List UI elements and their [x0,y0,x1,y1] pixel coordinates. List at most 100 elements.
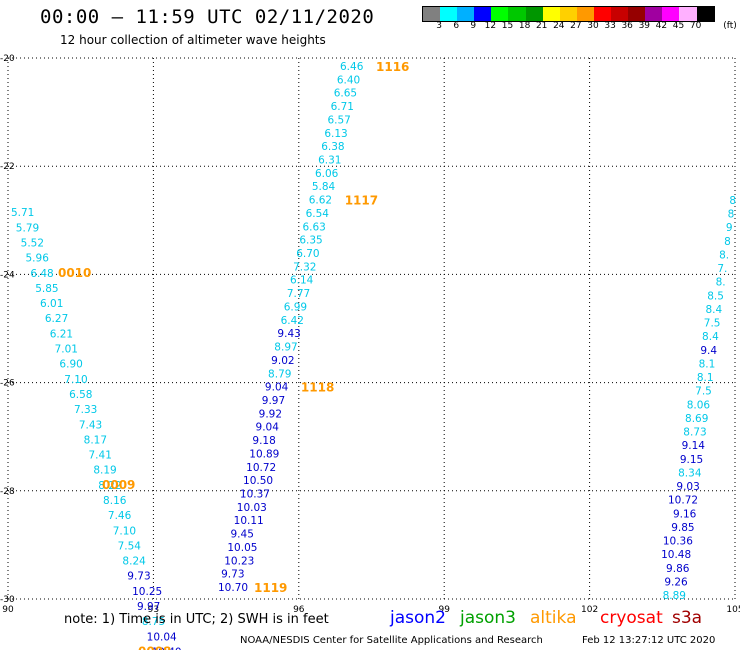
timestamp-text: Feb 12 13:27:12 UTC 2020 [582,635,716,646]
wave-height-label: 7.43 [79,419,102,431]
wave-height-label: 9.18 [252,435,275,447]
time-label: 0010 [58,266,91,280]
legend-swatch [457,7,475,21]
credit-text: NOAA/NESDIS Center for Satellite Applica… [240,635,543,646]
wave-height-label: 9.04 [256,422,280,434]
wave-height-label: 9.15 [680,454,703,466]
mission-s3a: s3a [672,608,703,628]
wave-height-label: 6.27 [45,313,68,325]
color-legend [422,6,715,22]
wave-height-label: 6.58 [69,389,92,401]
wave-height-label: 6.71 [331,101,354,113]
wave-height-label: 10.36 [663,536,693,548]
wave-height-label: 8.75 [142,616,165,628]
wave-height-label: 9.03 [676,481,699,493]
wave-height-label: 6.42 [281,315,304,327]
x-tick-label: 96 [293,605,305,615]
time-label: 0008 [138,644,171,650]
wave-height-label: 8.4 [706,304,723,316]
wave-height-label: 7.01 [55,344,78,356]
wave-height-label: 6.46 [340,61,364,73]
wave-height-label: 5.96 [26,253,50,265]
legend-label: 18 [518,21,531,31]
legend-label: 70 [689,21,702,31]
wave-height-label: 6.62 [309,195,332,207]
wave-height-label: 5.84 [312,181,336,193]
legend-unit: (ft) [723,21,737,31]
time-label: 1119 [254,581,287,595]
wave-height-label: 8.97 [274,342,297,354]
legend-swatch [559,7,577,21]
legend-label: 12 [484,21,497,31]
wave-height-label: 9.14 [682,440,706,452]
wave-height-label: 8.19 [93,465,116,477]
wave-height-label: 10.50 [243,475,273,487]
wave-height-label: 9.97 [137,601,160,613]
wave-height-label: 7.32 [293,261,316,273]
wave-height-label: 7. [717,263,727,275]
time-label: 1116 [376,60,409,74]
wave-height-label: 5.52 [21,237,44,249]
wave-height-label: 7.5 [704,318,721,330]
wave-height-label: 6.06 [315,168,339,180]
legend-swatch [679,7,697,21]
legend-label: 42 [655,21,668,31]
wave-height-label: 9.97 [262,395,285,407]
legend-label: 39 [638,21,651,31]
wave-height-label: 10.72 [668,495,698,507]
wave-height-label: 6.90 [59,359,82,371]
wave-height-label: 6.13 [324,128,347,140]
wave-height-label: 9.26 [664,576,688,588]
wave-height-label: 5.71 [11,207,34,219]
wave-height-label: 10.23 [224,555,254,567]
wave-height-label: 6.38 [321,141,344,153]
wave-height-label: 6.21 [50,328,73,340]
legend-swatch [542,7,560,21]
legend-label: 6 [453,21,460,31]
legend-swatch [611,7,629,21]
legend-swatch [696,7,714,21]
wave-height-label: 8 [728,209,735,221]
legend-label: 21 [535,21,548,31]
legend-swatch [645,7,663,21]
mission-cryosat: cryosat [600,608,663,628]
wave-height-label: 6.65 [334,88,357,100]
mission-jason2: jason2 [390,608,446,628]
x-tick-label: 93 [148,605,159,615]
wave-height-label: 10.70 [218,582,248,594]
wave-height-label: 6.54 [306,208,330,220]
wave-height-label: 8.1 [697,372,714,384]
x-tick-label: 99 [438,605,450,615]
wave-height-label: 9.73 [127,571,150,583]
wave-height-label: 10.37 [240,488,270,500]
wave-height-label: 8.5 [707,290,724,302]
wave-height-label: 7.54 [118,540,142,552]
wave-height-label: 8.24 [122,556,146,568]
wave-height-label: 9.4 [700,345,717,357]
wave-height-label: 8.1 [699,358,716,370]
wave-height-label: 8.17 [84,434,107,446]
legend-swatch [525,7,543,21]
wave-height-label: 8.06 [687,399,711,411]
wave-height-label: 5.85 [35,283,58,295]
wave-height-label: 6.57 [327,114,350,126]
x-tick-label: 105 [726,605,740,615]
wave-height-label: 10.25 [132,586,162,598]
wave-height-label: 6.14 [290,275,314,287]
wave-height-label: 8.4 [702,331,719,343]
x-tick-label: 102 [581,605,598,615]
legend-label: 33 [604,21,616,31]
legend-swatch [474,7,492,21]
wave-height-label: 10.48 [661,549,691,561]
wave-height-label: 8 [724,236,731,248]
wave-height-label: 7.10 [113,525,136,537]
legend-label: 30 [587,21,599,31]
wave-height-label: 6.48 [30,268,53,280]
wave-height-label: 9.92 [259,408,282,420]
legend-swatch [508,7,526,21]
wave-height-label: 6.01 [40,298,63,310]
legend-swatch [423,7,441,21]
wave-height-label: 8 [729,195,736,207]
wave-height-label: 7.41 [89,450,112,462]
wave-height-label: 7.5 [695,386,712,398]
